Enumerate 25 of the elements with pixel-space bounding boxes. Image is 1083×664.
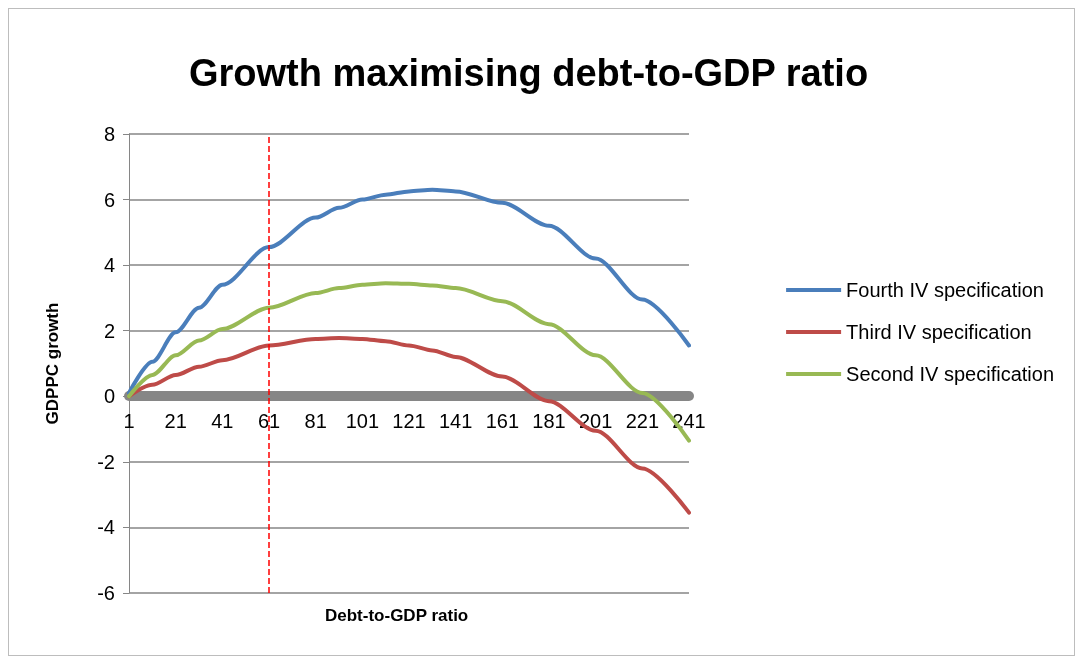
x-tick-label: 61 — [257, 410, 281, 433]
y-axis-title: GDPPC growth — [43, 302, 62, 425]
legend-label: Fourth IV specification — [846, 279, 1044, 301]
x-tick-label: 41 — [211, 410, 234, 433]
y-tick-label: -6 — [97, 582, 115, 604]
x-tick-label: 141 — [438, 410, 473, 433]
y-tick-label: 4 — [103, 254, 115, 277]
x-tick-label: 221 — [625, 410, 660, 433]
y-tick-label: 8 — [103, 123, 115, 145]
legend-label: Second IV specification — [846, 363, 1055, 385]
y-tick-label: 2 — [103, 319, 115, 342]
y-tick-label: 6 — [103, 188, 115, 211]
x-tick-label: 81 — [304, 410, 327, 433]
y-tick-label: -2 — [97, 450, 115, 473]
y-tick-label: 0 — [103, 385, 115, 408]
x-tick-label: 1 — [123, 410, 135, 433]
y-tick-label: -4 — [97, 516, 115, 539]
x-tick-label: 101 — [345, 410, 380, 433]
x-tick-label: 21 — [164, 410, 187, 433]
x-tick-label: 181 — [532, 410, 566, 433]
chart-title: Growth maximising debt-to-GDP ratio — [189, 52, 869, 94]
x-tick-label: 161 — [485, 410, 520, 433]
legend-label: Third IV specification — [846, 321, 1032, 343]
x-tick-label: 121 — [392, 410, 426, 433]
x-axis-title: Debt-to-GDP ratio — [325, 606, 469, 625]
